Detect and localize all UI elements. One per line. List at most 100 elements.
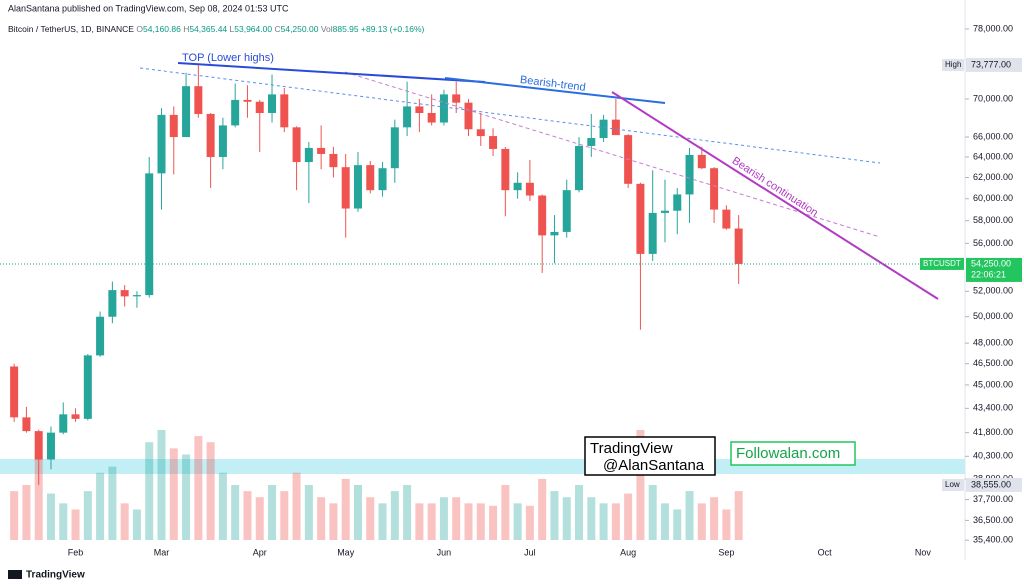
volume-bar (710, 497, 719, 540)
y-tick-label: 52,000.00 (973, 286, 1013, 296)
candle-body (255, 101, 264, 114)
volume-bar (501, 485, 510, 540)
candle-body (169, 114, 178, 138)
candle-body (685, 154, 694, 195)
change: +89.13 (+0.16%) (361, 24, 424, 34)
candle-body (611, 119, 620, 136)
candle-body (550, 231, 559, 236)
candle-body (268, 94, 277, 114)
volume-bar (587, 497, 596, 540)
y-tick-label: 45,000.00 (973, 379, 1013, 389)
ohlc-key: O (136, 24, 143, 34)
volume-bar (243, 491, 252, 540)
volume-bar (108, 466, 117, 540)
ohlc-value: 54,365.44 (189, 24, 227, 34)
volume-bar (452, 497, 461, 540)
volume-bar (366, 497, 375, 540)
volume-bar (120, 503, 129, 540)
volume-bar (280, 491, 289, 540)
x-tick-label: Jul (524, 547, 536, 557)
volume-bar (34, 454, 43, 540)
marker-badge (966, 57, 1022, 72)
ohlc-value: 885.95 (333, 24, 359, 34)
y-tick-label: 40,300.00 (973, 451, 1013, 461)
volume-bar (722, 509, 731, 540)
candle-body (513, 182, 522, 191)
volume-bar (169, 448, 178, 540)
annotation: TOP (Lower highs) (182, 52, 274, 64)
volume-bar (476, 503, 485, 540)
x-tick-label: Feb (68, 547, 84, 557)
volume-bar (660, 503, 669, 540)
volume-bar (145, 442, 154, 540)
x-tick-label: May (337, 547, 355, 557)
candle-body (538, 195, 547, 236)
volume-bar (206, 442, 215, 540)
candle-body (329, 153, 338, 168)
volume-bar (439, 497, 448, 540)
ohlc-value: 53,964.00 (234, 24, 272, 34)
candle-body (157, 114, 166, 174)
candle-body (366, 165, 375, 191)
ohlc-value: 54,250.00 (281, 24, 319, 34)
volume-bar (427, 503, 436, 540)
candle-body (390, 127, 399, 169)
marker-value: 73,777.00 (971, 59, 1011, 69)
logo-icon (8, 570, 22, 579)
annotation: Bearish continuation (730, 155, 820, 219)
volume-bar (599, 503, 608, 540)
volume-bar (697, 503, 706, 540)
volume-bar (648, 485, 657, 540)
volume-bar (96, 472, 105, 540)
volume-bar (538, 478, 547, 540)
website-box (730, 441, 856, 466)
volume-bar (341, 478, 350, 540)
candle-body (34, 431, 43, 460)
candle-body (341, 167, 350, 209)
y-tick-label: 41,800.00 (973, 427, 1013, 437)
y-tick-label: 37,700.00 (973, 494, 1013, 504)
candle-body (464, 102, 473, 130)
x-tick-label: Nov (915, 547, 932, 557)
candle-body (182, 86, 191, 138)
symbol-badge (920, 257, 964, 270)
candle-body (292, 127, 301, 163)
candle-body (673, 194, 682, 211)
volume-bar (46, 493, 55, 540)
x-tick-label: Apr (253, 547, 267, 557)
countdown: 22:06:21 (971, 269, 1006, 279)
marker-tag (942, 58, 964, 71)
marker-label: Low (945, 480, 960, 489)
volume-bar (550, 491, 559, 540)
candle-body (427, 113, 436, 123)
y-tick-label: 56,000.00 (973, 238, 1013, 248)
y-tick-label: 35,400.00 (973, 535, 1013, 545)
volume-bar (132, 509, 141, 540)
trend-line (444, 77, 666, 104)
volume-bar (390, 491, 399, 540)
ohlc-value: 54,160.86 (143, 24, 181, 34)
candle-body (353, 165, 362, 209)
volume-bar (231, 485, 240, 540)
candle-body (697, 154, 706, 169)
marker-tag (942, 478, 964, 491)
x-tick-label: Jun (437, 547, 452, 557)
candle-body (231, 99, 240, 126)
symbol-label: BTCUSDT (923, 259, 961, 268)
candle-body (145, 173, 154, 296)
volume-bar (636, 430, 645, 540)
candle-body (501, 148, 510, 191)
symbol: Bitcoin / TetherUS, 1D, BINANCE (8, 24, 134, 34)
candle-body (452, 94, 461, 103)
candle-body (599, 119, 608, 139)
candle-body (648, 212, 657, 254)
volume-bar (194, 436, 203, 540)
trend-line (177, 62, 486, 83)
marker-badge (966, 477, 1022, 492)
candle-body (10, 366, 19, 418)
volume-bar (22, 485, 31, 540)
volume-bar (464, 503, 473, 540)
y-tick-label: 50,000.00 (973, 311, 1013, 321)
volume-bar (71, 509, 80, 540)
